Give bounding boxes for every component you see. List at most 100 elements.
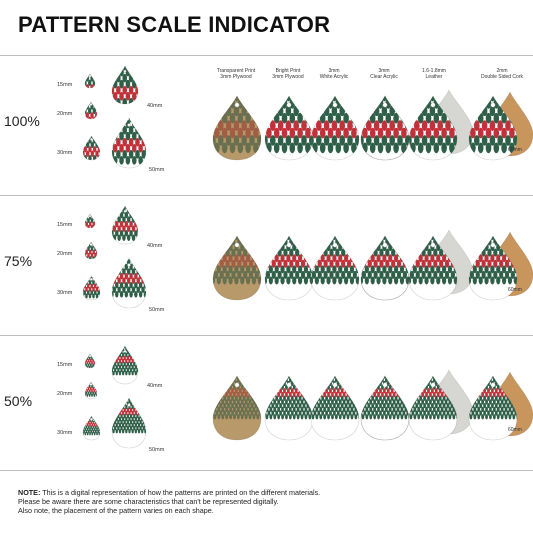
pattern-cell [450, 410, 454, 416]
pattern-cell [306, 376, 310, 379]
pattern-cell [336, 388, 340, 394]
pattern-cell [402, 395, 406, 401]
size-sample-drop [84, 101, 98, 120]
pattern-cell [85, 354, 88, 358]
pattern-cell [425, 399, 428, 405]
pattern-cell [83, 387, 85, 390]
pattern-cell [225, 391, 229, 398]
pattern-cell [144, 404, 146, 410]
pattern-cell [365, 391, 369, 398]
pattern-cell [425, 112, 432, 124]
pattern-cell [381, 135, 388, 146]
pattern-cell [492, 391, 496, 398]
pattern-cell [489, 135, 496, 146]
pattern-cell [454, 380, 457, 387]
pattern-cell [114, 349, 117, 355]
pattern-cell [301, 96, 307, 102]
pattern-cell [487, 248, 492, 257]
pattern-cell [301, 120, 307, 131]
pattern-cell [481, 391, 485, 398]
pattern-cell [453, 254, 457, 263]
pattern-cell [81, 103, 84, 109]
pattern-cell [306, 380, 310, 387]
pattern-cell [86, 432, 89, 436]
pattern-cell [244, 406, 248, 413]
pattern-cell [92, 280, 95, 286]
pattern-cell [240, 414, 244, 420]
pattern-cell [317, 237, 322, 246]
pattern-cell [439, 259, 444, 268]
material-header: Bright Print 3mm Plywood [256, 68, 320, 80]
material-name: Bright Print [275, 68, 301, 74]
pattern-cell [315, 377, 319, 383]
pattern-cell [479, 376, 483, 379]
pattern-cell [269, 120, 276, 131]
pattern-cell [92, 221, 95, 227]
pattern-cell [367, 410, 371, 416]
pattern-cell [508, 414, 512, 420]
pattern-cell [471, 388, 475, 394]
pattern-cell [221, 142, 228, 154]
pattern-cell [122, 225, 126, 232]
pattern-cell [89, 387, 92, 391]
pattern-cell [430, 410, 434, 416]
pattern-cell [222, 236, 227, 241]
pattern-cell [107, 156, 112, 165]
pattern-cell [139, 344, 141, 348]
pattern-cell [131, 155, 137, 165]
pattern-cell [252, 377, 256, 383]
pattern-cell [234, 265, 239, 274]
pattern-cell [386, 402, 390, 409]
pattern-cell [149, 414, 151, 418]
pattern-cell [361, 388, 363, 394]
pattern-cell [92, 228, 95, 233]
pattern-cell [315, 406, 319, 413]
pattern-cell [341, 237, 346, 246]
pattern-cell [97, 89, 100, 95]
pattern-cell [95, 286, 99, 292]
pattern-cell [430, 388, 434, 394]
pattern-cell [89, 432, 91, 436]
pattern-cell [409, 384, 413, 390]
pattern-cell [274, 254, 279, 263]
pattern-cell [85, 384, 86, 389]
pattern-cell [504, 377, 508, 383]
pattern-cell [277, 259, 282, 268]
pattern-cell [145, 413, 146, 419]
pattern-cell [112, 407, 114, 413]
pattern-cell [429, 391, 432, 398]
pattern-cell [99, 416, 100, 420]
pattern-cell [393, 265, 399, 274]
pattern-cell [225, 414, 229, 420]
pattern-cell [300, 384, 304, 390]
pattern-cell [361, 380, 363, 387]
pattern-cell [393, 254, 399, 263]
size-label: 20mm [57, 391, 73, 397]
pattern-cell [396, 414, 400, 420]
pattern-cell [512, 414, 516, 420]
pattern-cell [365, 384, 369, 390]
pattern-cell [267, 388, 271, 394]
pattern-cell [302, 380, 306, 387]
material-drop [212, 95, 262, 161]
pattern-cell [502, 376, 506, 379]
material-name: 3mm [328, 68, 340, 74]
pattern-cell [392, 414, 396, 420]
pattern-cell [490, 410, 494, 416]
pattern-cell [126, 234, 131, 242]
pattern-cell [126, 277, 131, 284]
pattern-cell [90, 252, 94, 258]
pattern-cell [213, 248, 219, 257]
pattern-cell [273, 98, 280, 109]
pattern-cell [335, 127, 342, 139]
pattern-cell [118, 404, 122, 410]
pattern-cell [245, 265, 251, 274]
pattern-cell [332, 402, 336, 409]
pattern-cell [326, 254, 331, 263]
pattern-cell [493, 142, 500, 154]
pattern-cell [300, 377, 304, 383]
pattern-cell [89, 423, 91, 427]
pattern-cell [280, 265, 285, 274]
pattern-cell [135, 137, 140, 147]
pattern-cell [144, 131, 146, 141]
